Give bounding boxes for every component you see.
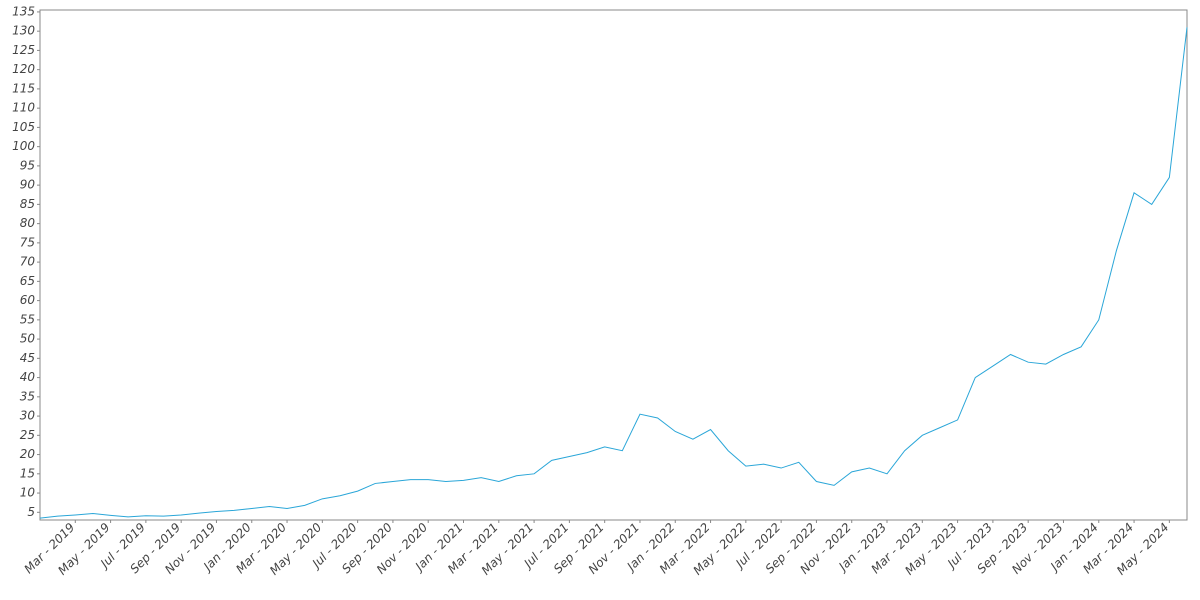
y-tick-label: 100 [12,139,35,153]
plot-area [39,9,1188,521]
y-tick-label: 85 [20,197,35,211]
line [39,27,1188,519]
y-tick-label: 80 [20,216,36,230]
y-tick-label: 5 [27,505,35,519]
y-tick-label: 90 [20,178,36,192]
y-tick-label: 20 [20,447,36,461]
y-tick-label: 95 [20,158,35,172]
y-tick-label: 125 [12,43,35,57]
y-tick-label: 35 [20,389,35,403]
y-tick-label: 130 [12,24,35,38]
y-tick-label: 30 [20,409,36,423]
y-tick-label: 65 [20,274,35,288]
y-tick-label: 10 [20,486,36,500]
y-tick-label: 45 [20,351,35,365]
y-tick-label: 120 [12,62,35,76]
y-tick-label: 15 [20,466,35,480]
y-tick-label: 135 [12,4,35,18]
y-tick-label: 60 [20,293,36,307]
y-tick-label: 50 [20,332,36,346]
y-tick-label: 40 [20,370,36,384]
y-tick-label: 55 [20,312,35,326]
y-tick-label: 70 [20,255,36,269]
y-tick-label: 105 [12,120,35,134]
y-tick-label: 110 [12,101,35,115]
y-tick-label: 115 [12,81,35,95]
y-tick-label: 25 [20,428,35,442]
y-tick-label: 75 [20,235,35,249]
